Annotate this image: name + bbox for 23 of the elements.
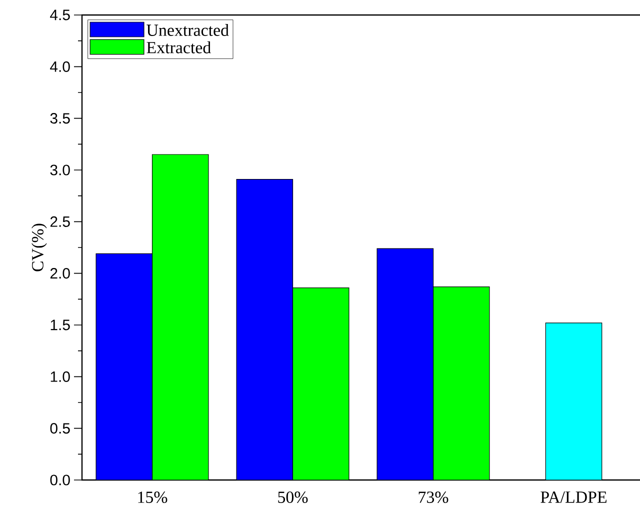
y-tick-label: 0.5 bbox=[50, 423, 70, 434]
bar bbox=[376, 248, 434, 480]
x-tick-label: 73% bbox=[418, 492, 448, 504]
bar bbox=[236, 178, 294, 480]
y-tick-label: 3.0 bbox=[50, 164, 70, 176]
x-tick-label: 15% bbox=[138, 492, 168, 504]
legend-label: Unextracted bbox=[146, 24, 229, 36]
y-tick-label: 0.0 bbox=[50, 474, 70, 486]
y-tick-label: 1.0 bbox=[50, 371, 70, 382]
y-axis-title: CV(%) bbox=[32, 224, 47, 272]
bar bbox=[292, 288, 350, 480]
y-tick-label: 2.0 bbox=[50, 268, 70, 279]
x-tick-label: PA/LDPE bbox=[540, 492, 606, 503]
bar bbox=[152, 154, 209, 480]
y-tick-label: 4.5 bbox=[50, 10, 70, 20]
bar bbox=[432, 286, 490, 480]
y-tick-label: 4.0 bbox=[50, 61, 70, 72]
y-tick-label: 1.5 bbox=[50, 320, 70, 330]
legend-label: Extracted bbox=[146, 41, 211, 54]
y-tick-label: 3.5 bbox=[50, 113, 70, 124]
x-tick-label: 50% bbox=[278, 492, 308, 504]
y-tick-label: 2.5 bbox=[50, 216, 70, 227]
bar bbox=[96, 253, 153, 480]
